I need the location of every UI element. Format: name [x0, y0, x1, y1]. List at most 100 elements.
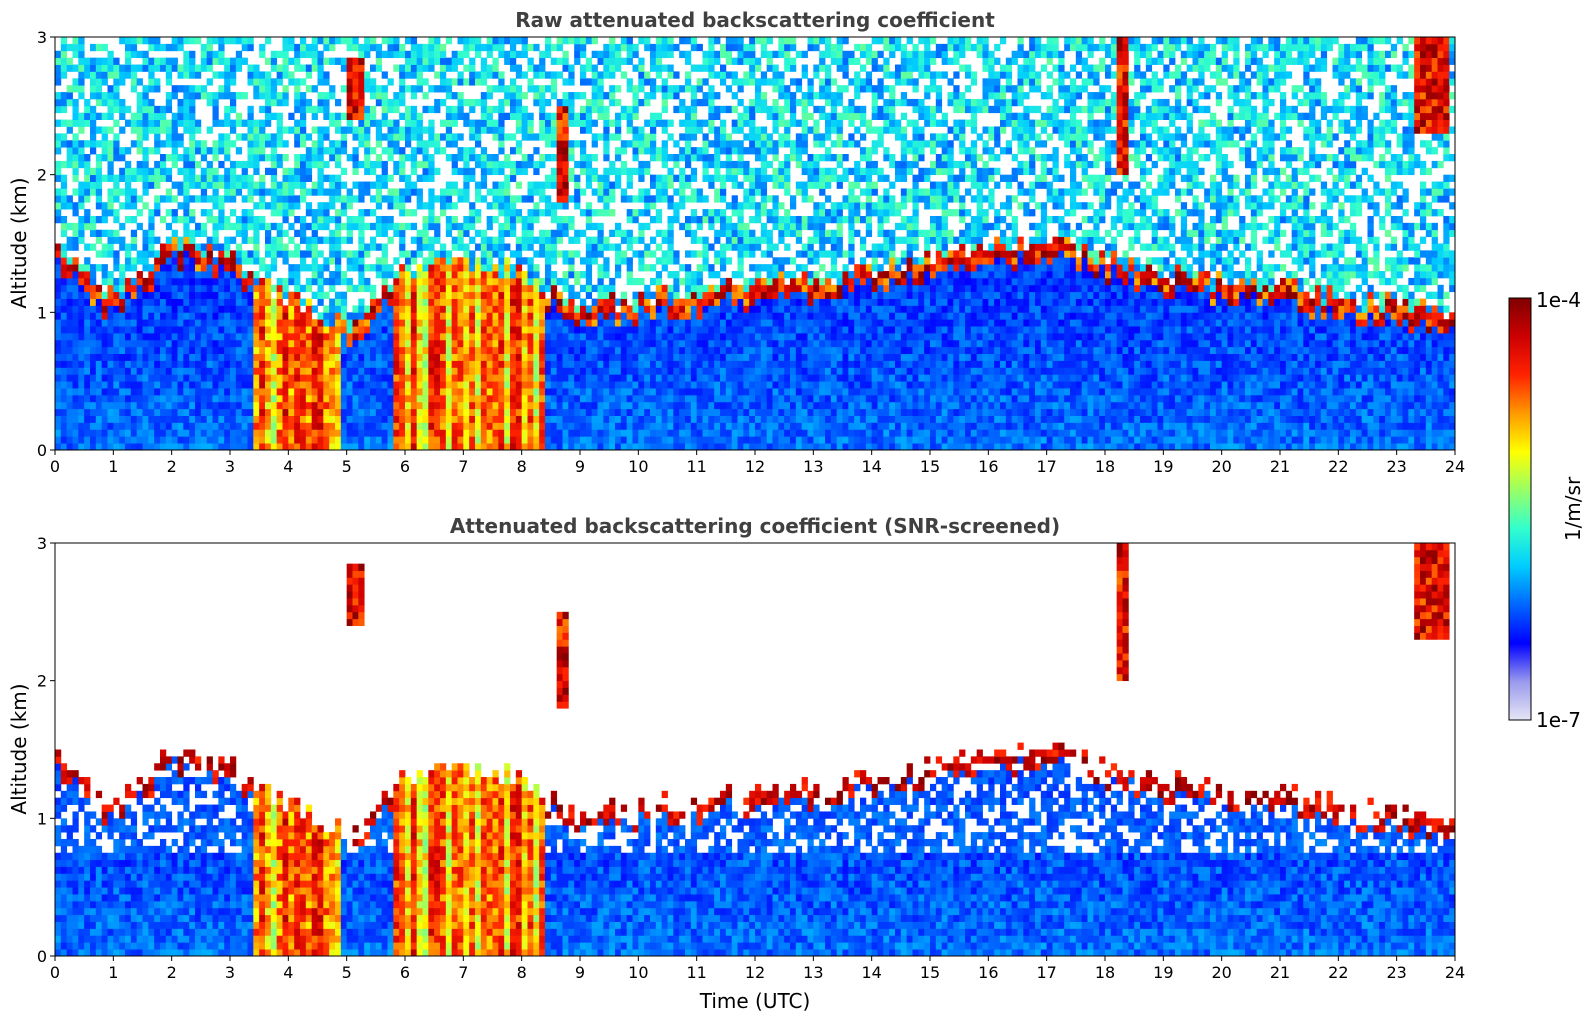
heatmap-cell [556, 443, 563, 450]
heatmap-cell [416, 112, 423, 120]
heatmap-cell [463, 353, 470, 361]
heatmap-cell [410, 346, 418, 355]
heatmap-cell [445, 415, 453, 423]
heatmap-cell [154, 443, 161, 450]
heatmap-cell [270, 188, 278, 196]
heatmap-cell [416, 367, 423, 375]
heatmap-cell [218, 250, 225, 258]
heatmap-cell [305, 105, 313, 114]
heatmap-cell [270, 140, 278, 148]
heatmap-cell [515, 195, 523, 203]
heatmap-cell [171, 332, 178, 341]
heatmap-cell [405, 64, 412, 72]
heatmap-cell [72, 37, 79, 45]
heatmap-cell [265, 85, 272, 93]
heatmap-cell [282, 188, 289, 196]
heatmap-cell [95, 346, 103, 355]
heatmap-cell [422, 167, 429, 176]
heatmap-cell [165, 401, 173, 410]
heatmap-cell [130, 119, 138, 127]
heatmap-cell [597, 50, 604, 59]
heatmap-cell [661, 195, 668, 203]
heatmap-cell [142, 229, 149, 238]
heatmap-cell [352, 429, 359, 437]
heatmap-cell [212, 305, 219, 313]
heatmap-cell [556, 394, 563, 403]
heatmap-cell [84, 422, 91, 430]
heatmap-cell [510, 43, 517, 52]
heatmap-cell [661, 374, 668, 382]
heatmap-cell [527, 160, 534, 169]
heatmap-cell [428, 388, 435, 396]
heatmap-cell [527, 381, 534, 389]
heatmap-cell [568, 167, 575, 176]
heatmap-cell [311, 346, 318, 355]
heatmap-cell [556, 415, 563, 423]
heatmap-cell [101, 339, 108, 348]
heatmap-cell [136, 415, 143, 423]
heatmap-cell [434, 271, 441, 279]
heatmap-cell [451, 436, 458, 444]
heatmap-cell [148, 346, 155, 355]
heatmap-cell [603, 436, 610, 444]
heatmap-cell [165, 298, 173, 306]
heatmap-cell [101, 429, 108, 437]
heatmap-cell [235, 284, 243, 293]
heatmap-cell [469, 319, 476, 327]
heatmap-cell [78, 154, 85, 162]
heatmap-cell [410, 291, 418, 299]
heatmap-cell [498, 250, 505, 258]
heatmap-cell [405, 388, 412, 396]
heatmap-cell [323, 57, 330, 65]
heatmap-cell [527, 243, 534, 251]
heatmap-cell [492, 105, 499, 114]
heatmap-cell [311, 394, 318, 403]
heatmap-cell [638, 160, 645, 169]
heatmap-cell [457, 298, 464, 306]
heatmap-cell [480, 195, 488, 203]
heatmap-cell [510, 202, 517, 210]
heatmap-cell [393, 126, 400, 134]
heatmap-cell [504, 367, 511, 375]
heatmap-cell [55, 160, 62, 169]
heatmap-cell [183, 305, 190, 313]
heatmap-cell [603, 319, 610, 327]
heatmap-cell [130, 436, 138, 444]
heatmap-cell [142, 298, 149, 306]
heatmap-cell [515, 140, 523, 148]
heatmap-cell [638, 422, 645, 430]
heatmap-cell [428, 319, 435, 327]
heatmap-cell [107, 436, 114, 444]
heatmap-cell [95, 57, 103, 65]
heatmap-cell [335, 367, 342, 375]
heatmap-cell [95, 319, 103, 327]
heatmap-cell [276, 436, 283, 444]
heatmap-cell [451, 401, 458, 410]
heatmap-cell [340, 312, 348, 320]
heatmap-cell [165, 339, 173, 348]
heatmap-cell [224, 243, 231, 251]
heatmap-cell [632, 298, 639, 306]
heatmap-cell [107, 98, 114, 107]
heatmap-cell [434, 140, 441, 148]
heatmap-cell [230, 353, 237, 361]
heatmap-cell [288, 181, 295, 189]
heatmap-cell [475, 195, 482, 203]
heatmap-cell [72, 298, 79, 306]
heatmap-cell [597, 339, 604, 348]
heatmap-cell [206, 215, 213, 224]
heatmap-cell [294, 429, 301, 437]
heatmap-cell [591, 71, 598, 79]
heatmap-cell [469, 353, 476, 361]
heatmap-cell [626, 443, 633, 450]
heatmap-cell [311, 229, 318, 238]
heatmap-cell [492, 305, 499, 313]
heatmap-cell [259, 408, 266, 416]
heatmap-cell [562, 408, 569, 416]
heatmap-cell [416, 339, 423, 348]
heatmap-cell [597, 243, 604, 251]
heatmap-cell [183, 112, 190, 120]
heatmap-cell [72, 236, 79, 244]
heatmap-cell [486, 43, 493, 52]
heatmap-cell [218, 215, 225, 224]
